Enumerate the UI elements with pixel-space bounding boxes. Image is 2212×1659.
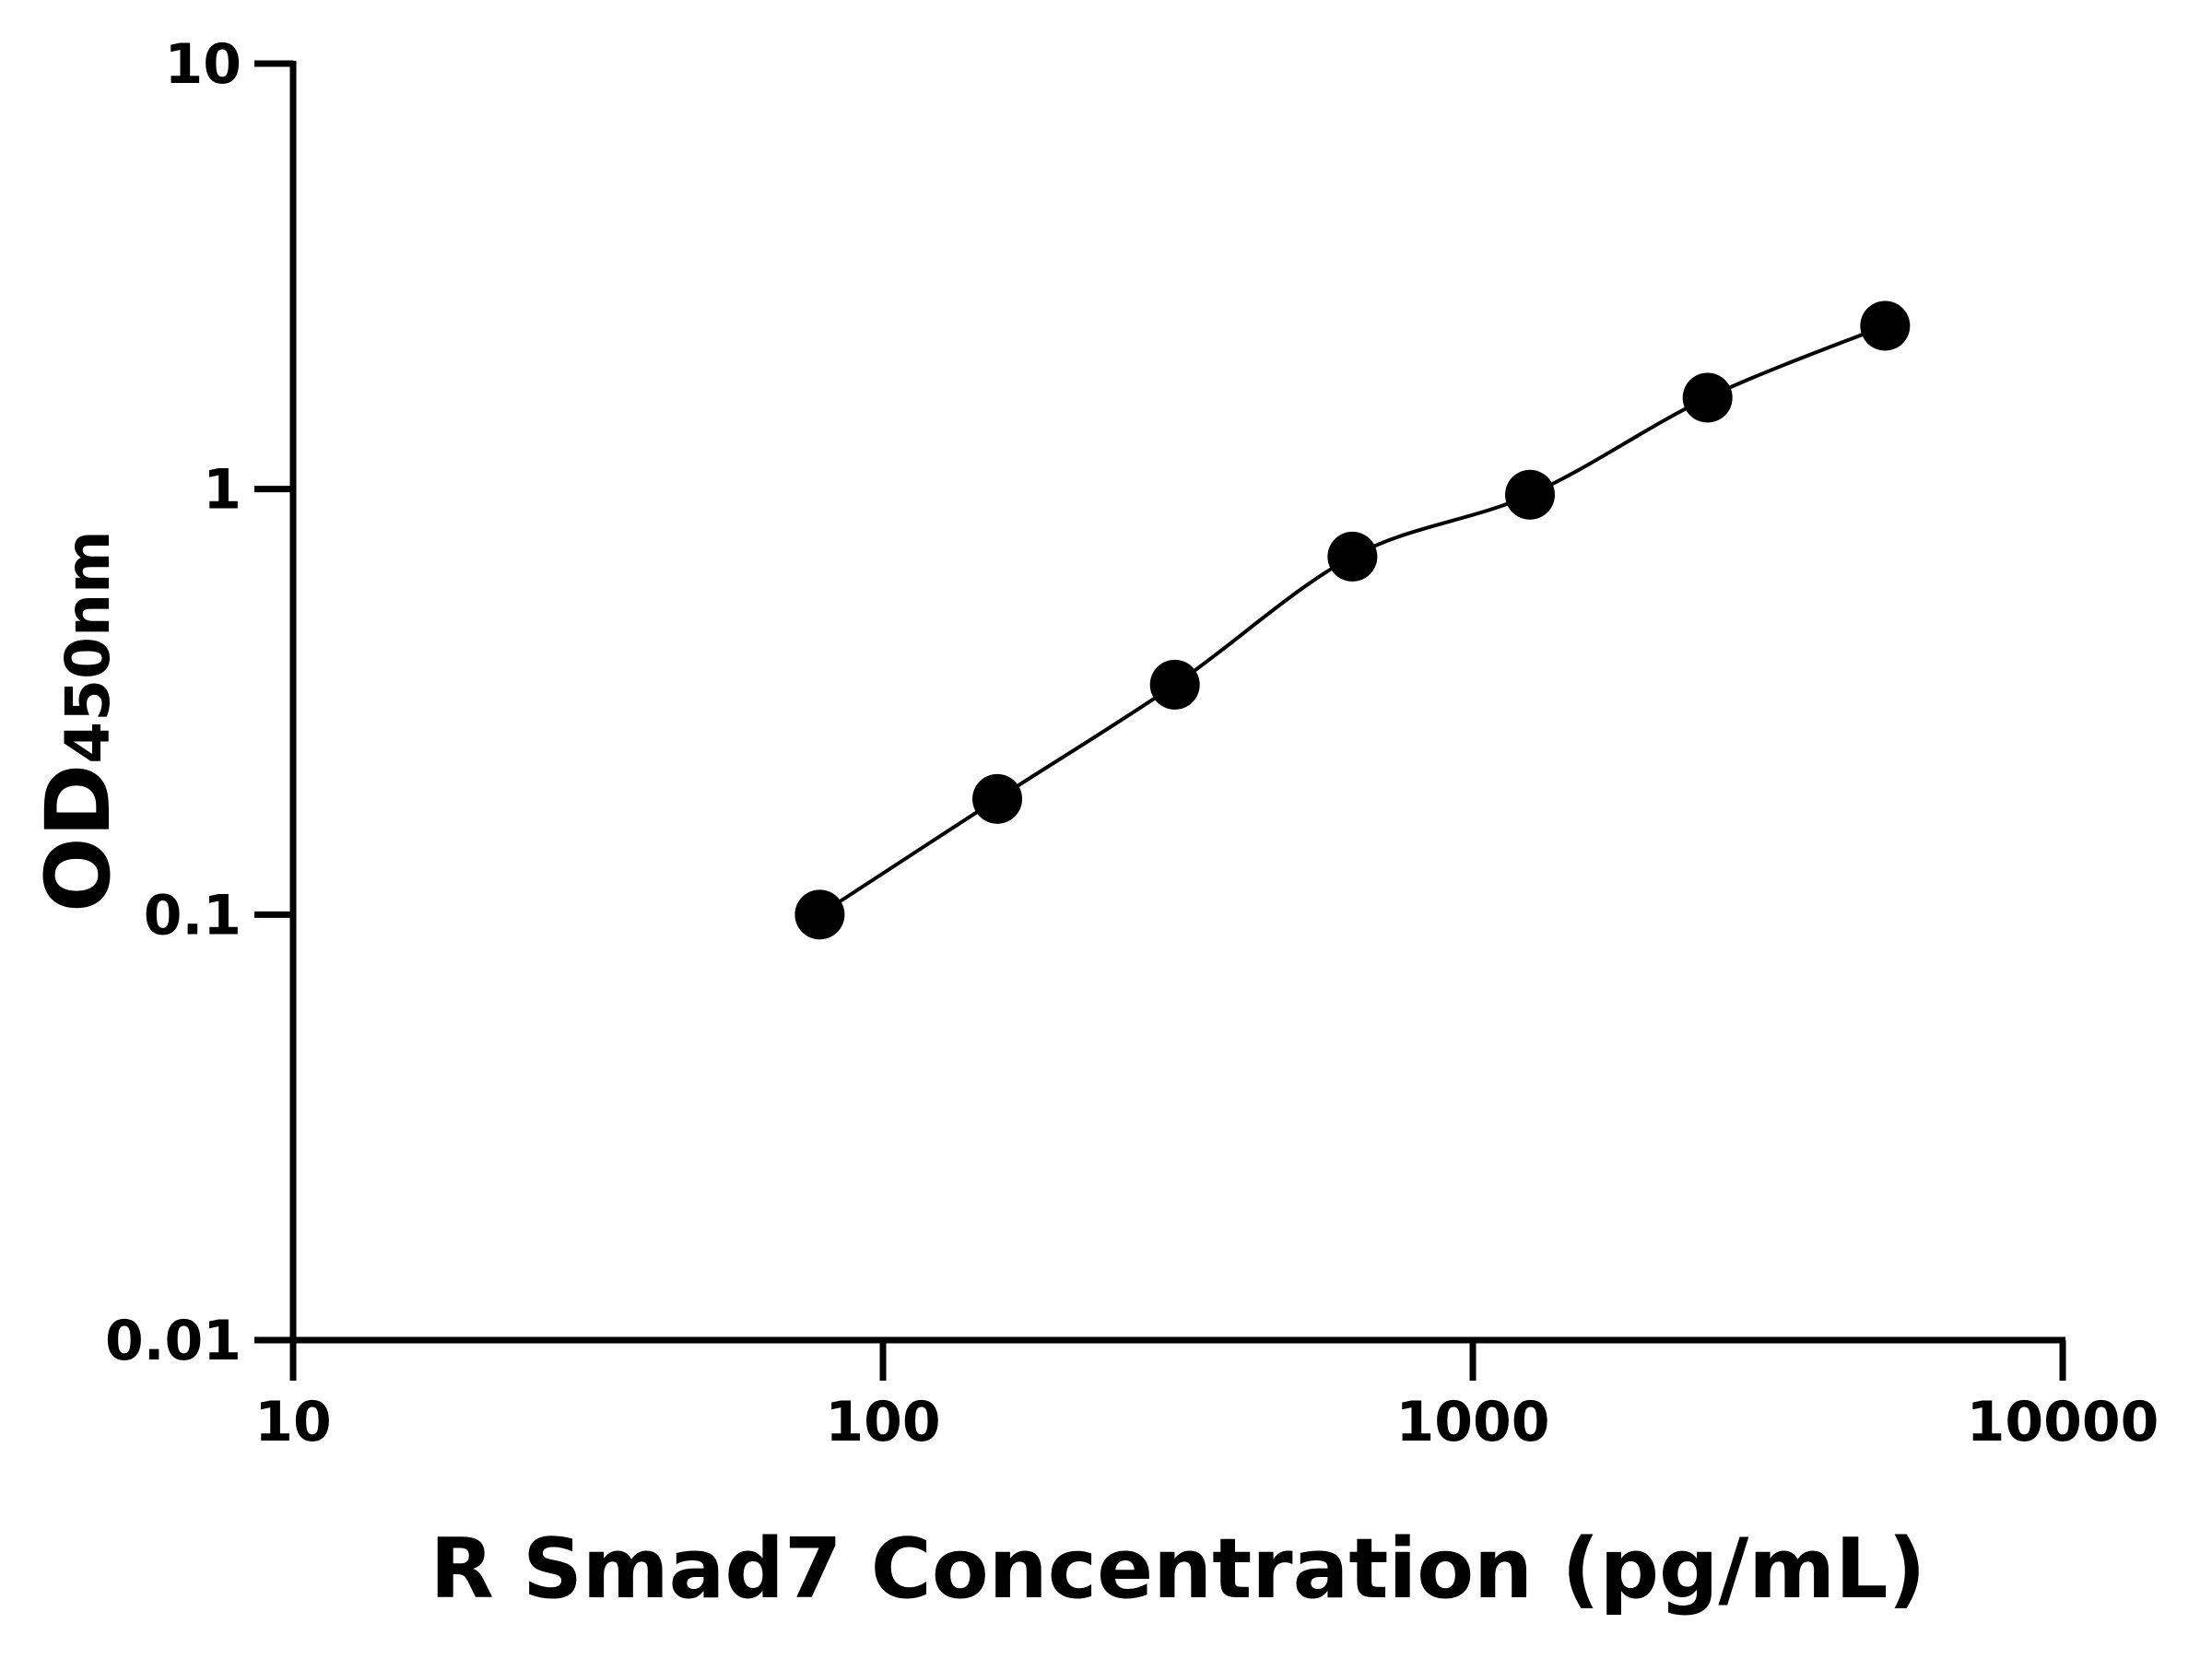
data-point <box>1682 372 1733 423</box>
data-point <box>1860 300 1911 351</box>
x-tick-label: 100 <box>825 1390 940 1454</box>
x-tick-label: 1000 <box>1396 1390 1550 1454</box>
data-point <box>1505 469 1556 520</box>
x-tick-label: 10 <box>254 1390 332 1454</box>
data-point <box>1327 531 1378 582</box>
x-tick-label: 10000 <box>1967 1390 2159 1454</box>
y-axis-label-sub: 450nm <box>53 530 124 764</box>
y-axis-label: OD450nm <box>27 530 130 912</box>
y-axis-label-main: OD <box>27 764 130 912</box>
y-tick-label: 10 <box>165 32 242 97</box>
data-point <box>794 889 845 940</box>
y-tick-label: 1 <box>203 458 241 523</box>
x-axis-label: R Smad7 Concentration (pg/mL) <box>429 1521 1925 1618</box>
y-tick-label: 0.01 <box>105 1309 241 1373</box>
data-point <box>972 773 1023 824</box>
data-point <box>1149 659 1200 710</box>
y-tick-label: 0.1 <box>144 883 241 947</box>
